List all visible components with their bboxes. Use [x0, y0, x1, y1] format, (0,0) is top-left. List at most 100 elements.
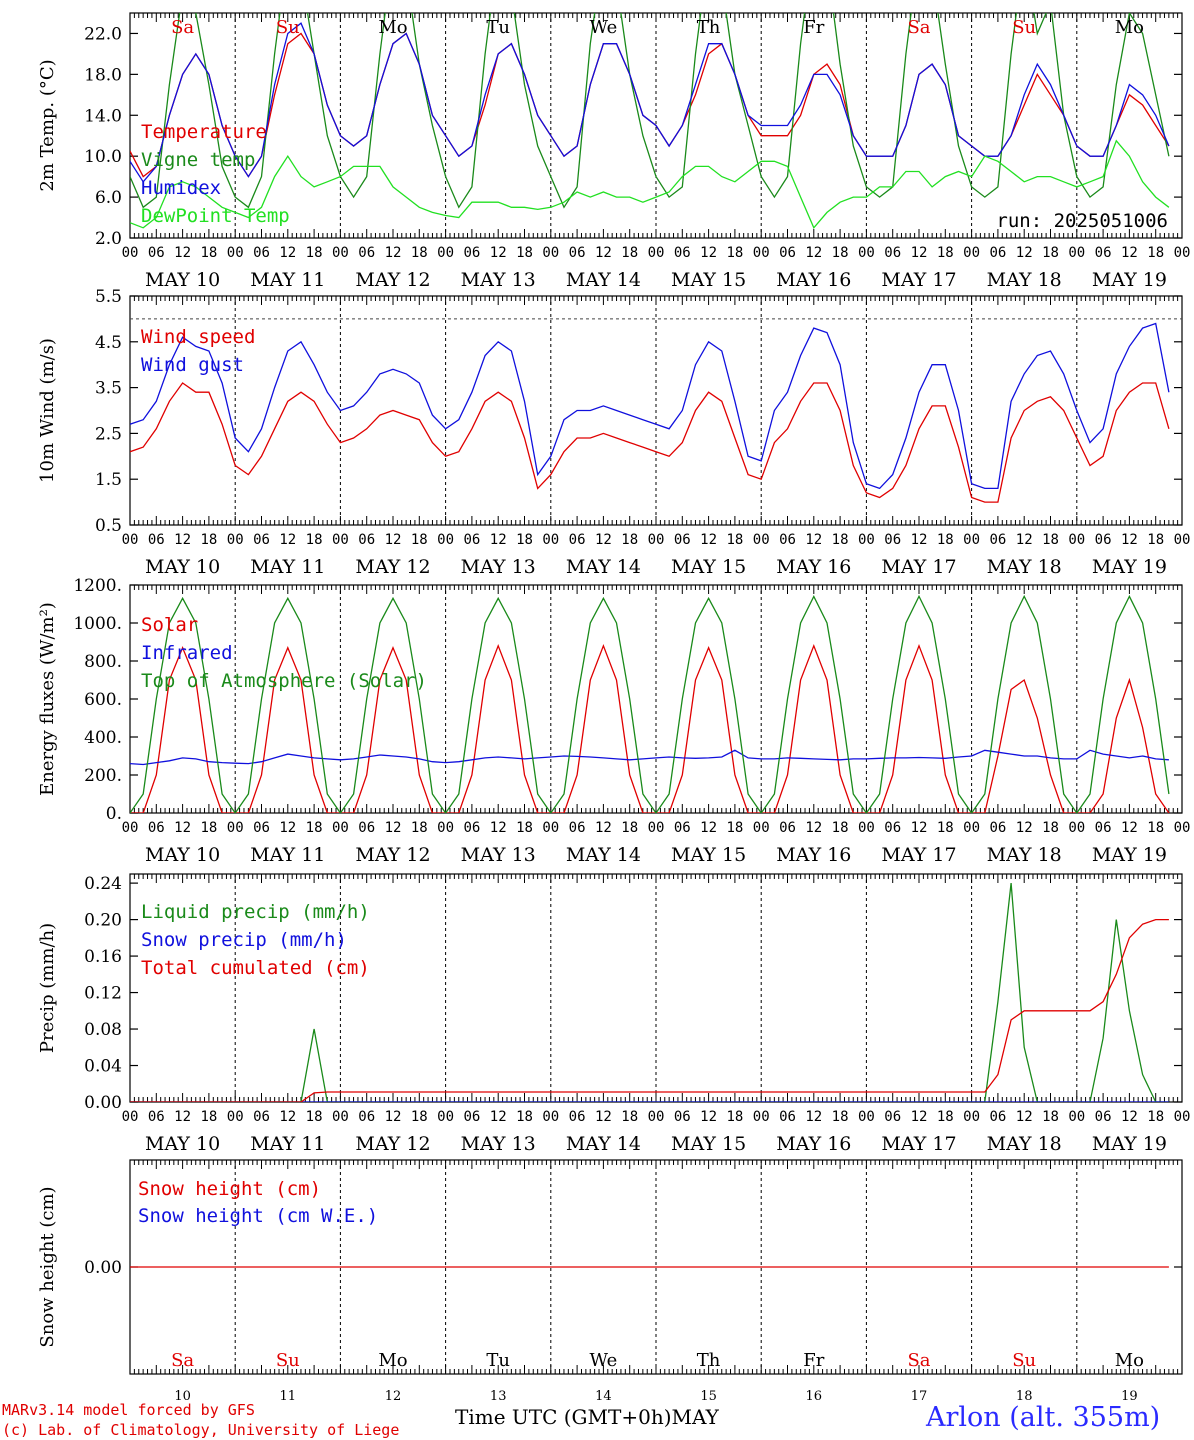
day-number-label: 16 — [806, 1389, 823, 1404]
hour-tick-label: 12 — [805, 245, 822, 261]
date-label: MAY 13 — [461, 556, 536, 578]
series-line — [130, 13, 1170, 209]
weekday-label: We — [590, 17, 618, 38]
date-label: MAY 18 — [987, 1133, 1062, 1155]
hour-tick-label: 12 — [911, 1109, 928, 1125]
hour-tick-label: 18 — [1147, 245, 1164, 261]
date-label: MAY 19 — [1092, 1133, 1167, 1155]
hour-tick-label: 12 — [1016, 1109, 1033, 1125]
x-axis-title: Time UTC (GMT+0h) — [455, 1405, 672, 1429]
hour-tick-label: 00 — [437, 820, 454, 836]
hour-tick-label: 12 — [174, 532, 191, 548]
credit-model: MARv3.14 model forced by GFS — [2, 1401, 255, 1419]
y-tick-label: 0.08 — [84, 1020, 122, 1040]
series-line — [130, 382, 1170, 503]
date-label: MAY 15 — [671, 269, 746, 291]
hour-tick-label: 12 — [700, 820, 717, 836]
date-label: MAY 12 — [355, 556, 430, 578]
hour-tick-label: 18 — [832, 245, 849, 261]
hour-tick-label: 00 — [122, 245, 139, 261]
hour-tick-label: 18 — [937, 820, 954, 836]
hour-tick-label: 00 — [332, 532, 349, 548]
hour-tick-label: 00 — [122, 820, 139, 836]
date-label: MAY 16 — [776, 556, 851, 578]
series-line — [130, 643, 1170, 813]
legend-entry: DewPoint Temp — [141, 205, 290, 227]
hour-tick-label: 06 — [569, 820, 586, 836]
hour-tick-label: 12 — [385, 245, 402, 261]
y-tick-label: 0.12 — [84, 984, 122, 1004]
weekday-label: Tu — [486, 1350, 510, 1371]
y-tick-label: 14.0 — [84, 106, 122, 126]
hour-tick-label: 18 — [516, 532, 533, 548]
date-label: MAY 16 — [776, 269, 851, 291]
y-tick-label: 0.5 — [95, 516, 122, 536]
y-tick-label: 5.5 — [95, 287, 122, 307]
date-label: MAY 19 — [1092, 269, 1167, 291]
hour-tick-label: 00 — [437, 245, 454, 261]
y-tick-label: 1000. — [73, 614, 122, 634]
hour-tick-label: 12 — [911, 820, 928, 836]
hour-tick-label: 00 — [963, 532, 980, 548]
hour-tick-label: 00 — [648, 1109, 665, 1125]
hour-tick-label: 00 — [1174, 1109, 1191, 1125]
hour-tick-label: 18 — [516, 820, 533, 836]
hour-tick-label: 06 — [463, 1109, 480, 1125]
hour-tick-label: 12 — [1016, 245, 1033, 261]
hour-tick-label: 00 — [1068, 532, 1085, 548]
hour-tick-label: 06 — [148, 820, 165, 836]
date-label: MAY 10 — [145, 844, 220, 866]
hour-tick-label: 06 — [989, 1109, 1006, 1125]
weekday-label: Fr — [803, 17, 824, 38]
hour-tick-label: 12 — [805, 532, 822, 548]
station-name: Arlon (alt. 355m) — [926, 1402, 1161, 1433]
hour-tick-label: 00 — [542, 1109, 559, 1125]
day-number-label: 17 — [911, 1389, 928, 1404]
hour-tick-label: 12 — [911, 245, 928, 261]
day-number-label: 18 — [1016, 1389, 1033, 1404]
hour-tick-label: 00 — [437, 532, 454, 548]
hour-tick-label: 06 — [989, 532, 1006, 548]
day-number-label: 13 — [490, 1389, 507, 1404]
hour-tick-label: 00 — [963, 1109, 980, 1125]
hour-tick-label: 12 — [174, 820, 191, 836]
hour-tick-label: 18 — [200, 245, 217, 261]
y-tick-label: 0. — [106, 804, 122, 824]
legend-entry: Snow height (cm W.E.) — [138, 1205, 378, 1227]
date-label: MAY 17 — [881, 269, 956, 291]
hour-tick-label: 06 — [884, 1109, 901, 1125]
weekday-label: Sa — [171, 17, 194, 38]
hour-tick-label: 06 — [569, 1109, 586, 1125]
hour-tick-label: 00 — [648, 245, 665, 261]
hour-tick-label: 00 — [332, 820, 349, 836]
hour-tick-label: 18 — [937, 245, 954, 261]
hour-tick-label: 06 — [358, 245, 375, 261]
weekday-label: Mo — [1115, 17, 1144, 38]
date-label: MAY 12 — [355, 1133, 430, 1155]
legend-entry: Solar — [141, 614, 198, 636]
hour-tick-label: 12 — [595, 532, 612, 548]
hour-tick-label: 12 — [1121, 532, 1138, 548]
legend-entry: Wind gust — [141, 354, 244, 376]
day-number-label: 15 — [700, 1389, 717, 1404]
y-tick-label: 0.24 — [84, 874, 122, 894]
weekday-label: Tu — [486, 17, 510, 38]
hour-tick-label: 06 — [674, 1109, 691, 1125]
date-label: MAY 16 — [776, 1133, 851, 1155]
hour-tick-label: 00 — [648, 532, 665, 548]
date-label: MAY 11 — [250, 269, 325, 291]
date-label: MAY 15 — [671, 556, 746, 578]
hour-tick-label: 00 — [227, 820, 244, 836]
hour-tick-label: 12 — [700, 532, 717, 548]
hour-tick-label: 12 — [279, 245, 296, 261]
date-label: MAY 19 — [1092, 844, 1167, 866]
hour-tick-label: 00 — [1068, 820, 1085, 836]
hour-tick-label: 12 — [700, 1109, 717, 1125]
series-line — [130, 749, 1169, 766]
hour-tick-label: 00 — [227, 532, 244, 548]
series-line — [130, 918, 1169, 1102]
y-tick-label: 200. — [84, 766, 122, 786]
hour-tick-label: 06 — [884, 245, 901, 261]
y-tick-label: 800. — [84, 652, 122, 672]
